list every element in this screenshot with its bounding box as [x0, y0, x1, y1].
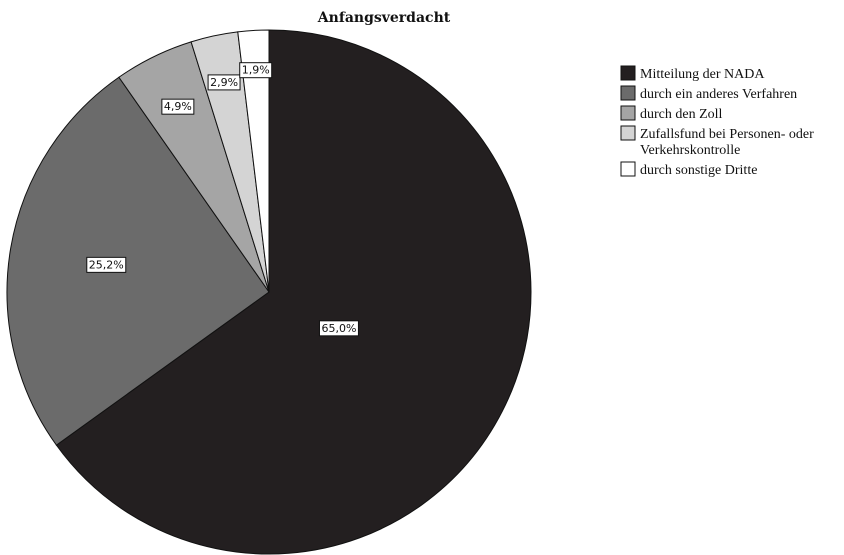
- data-label-box: [207, 74, 241, 91]
- legend-swatch: [620, 105, 636, 121]
- legend-item-zufallsfund-bei-personen-oder-verkehrskontrolle: Zufallsfund bei Personen- oderVerkehrsko…: [620, 125, 814, 158]
- legend-item-durch-sonstige-dritte: durch sonstige Dritte: [620, 161, 757, 178]
- legend-swatch: [620, 85, 636, 101]
- legend-label: Zufallsfund bei Personen- oder: [640, 127, 814, 142]
- data-label-text: 25,2%: [89, 258, 124, 271]
- legend-label: durch ein anderes Verfahren: [640, 87, 797, 102]
- data-label-mitteilung-der-nada: 65,0%: [318, 320, 359, 337]
- pie-slice-mitteilung-der-nada: [55, 29, 532, 555]
- data-label-text: 65,0%: [321, 322, 356, 335]
- legend-item-mitteilung-der-nada: Mitteilung der NADA: [620, 65, 765, 82]
- legend: Mitteilung der NADA durch ein anderes Ver…: [620, 65, 814, 178]
- legend-label: durch den Zoll: [640, 107, 723, 122]
- data-labels: 65,0% 25,2% 4,9% 2,9% 1,9%: [86, 62, 359, 337]
- pie-slices: [6, 29, 532, 555]
- legend-label: durch sonstige Dritte: [640, 163, 757, 178]
- data-label-text: 4,9%: [164, 100, 192, 113]
- data-label-durch-den-zoll: 4,9%: [161, 98, 195, 115]
- legend-item-durch-den-zoll: durch den Zoll: [620, 105, 723, 122]
- data-label-durch-ein-anderes-verfahren: 25,2%: [86, 256, 127, 273]
- data-label-box: [161, 98, 195, 115]
- pie-slice-durch-ein-anderes-verfahren: [6, 76, 270, 446]
- legend-item-durch-ein-anderes-verfahren: durch ein anderes Verfahren: [620, 85, 797, 102]
- legend-label: Verkehrskontrolle: [640, 143, 740, 158]
- legend-swatch: [620, 65, 636, 81]
- data-label-box: [239, 62, 273, 79]
- legend-label: Mitteilung der NADA: [640, 67, 765, 82]
- data-label-box: [86, 256, 127, 273]
- legend-swatch: [620, 125, 636, 141]
- data-label-zufallsfund-bei-personen-oder-verkehrskontrolle: 2,9%: [207, 74, 241, 91]
- data-label-box: [318, 320, 359, 337]
- pie-slice-durch-sonstige-dritte: [237, 29, 270, 293]
- chart-title: Anfangsverdacht: [317, 10, 451, 26]
- data-label-durch-sonstige-dritte: 1,9%: [239, 62, 273, 79]
- data-label-text: 2,9%: [210, 76, 238, 89]
- data-label-text: 1,9%: [242, 64, 270, 77]
- legend-swatch: [620, 161, 636, 177]
